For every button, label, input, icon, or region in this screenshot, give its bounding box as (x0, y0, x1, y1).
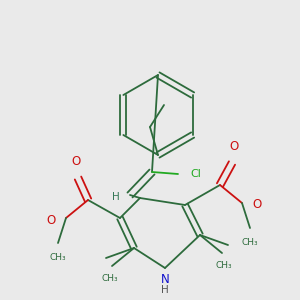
Text: CH₃: CH₃ (242, 238, 258, 247)
Text: O: O (230, 140, 238, 153)
Text: H: H (161, 285, 169, 295)
Text: Cl: Cl (190, 169, 201, 179)
Text: CH₃: CH₃ (102, 274, 118, 283)
Text: O: O (252, 199, 261, 212)
Text: O: O (71, 155, 81, 168)
Text: CH₃: CH₃ (50, 253, 66, 262)
Text: N: N (160, 273, 169, 286)
Text: O: O (47, 214, 56, 226)
Text: CH₃: CH₃ (216, 261, 232, 270)
Text: H: H (112, 192, 120, 202)
